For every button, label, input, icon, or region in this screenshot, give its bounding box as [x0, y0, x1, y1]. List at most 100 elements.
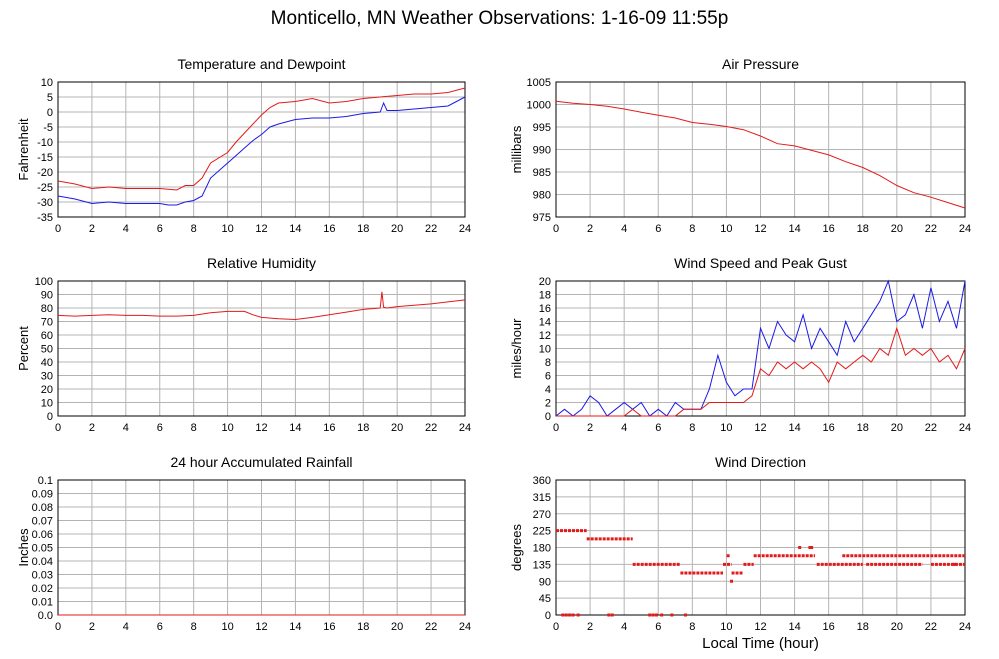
- x-tick-label: 14: [788, 422, 800, 434]
- y-tick-label: 1005: [527, 77, 551, 89]
- x-tick-label: 18: [357, 621, 369, 633]
- y-tick-label: 0.05: [32, 543, 53, 555]
- x-tick-label: 6: [157, 422, 163, 434]
- x-tick-label: 22: [425, 422, 437, 434]
- y-axis-label: miles/hour: [509, 318, 524, 379]
- y-tick-label: 80: [41, 303, 53, 315]
- x-tick-label: 8: [689, 422, 695, 434]
- y-tick-label: 0.1: [38, 475, 53, 487]
- x-tick-label: 22: [925, 422, 937, 434]
- y-tick-label: 10: [41, 398, 53, 410]
- x-tick-label: 10: [720, 621, 732, 633]
- y-tick-label: -30: [37, 197, 53, 209]
- y-tick-label: 0: [545, 411, 551, 423]
- y-tick-label: 10: [41, 77, 53, 89]
- y-tick-label: 90: [539, 576, 551, 588]
- x-tick-label: 18: [357, 422, 369, 434]
- direction-point: [576, 613, 580, 617]
- y-tick-label: 45: [539, 593, 551, 605]
- x-tick-label: 12: [255, 422, 267, 434]
- x-tick-label: 6: [655, 621, 661, 633]
- x-tick-label: 16: [823, 621, 835, 633]
- x-tick-label: 12: [754, 422, 766, 434]
- x-tick-label: 0: [553, 422, 559, 434]
- direction-point: [561, 613, 565, 617]
- direction-point: [798, 546, 802, 549]
- temperature-dewpoint-chart: 0 2 4 6 8 10 12 14 16 18 20 22 24-35-30-25-20-15-10-…: [16, 56, 471, 235]
- x-tick-label: 8: [689, 621, 695, 633]
- x-tick-label: 24: [459, 223, 471, 235]
- x-tick-label: 22: [425, 621, 437, 633]
- direction-point: [568, 613, 572, 617]
- y-axis-label: Percent: [16, 326, 31, 371]
- x-tick-label: 18: [857, 223, 869, 235]
- y-axis-label: millibars: [509, 125, 524, 173]
- x-tick-label: 0: [55, 621, 61, 633]
- y-tick-label: 18: [539, 290, 551, 302]
- x-tick-label: 0: [553, 223, 559, 235]
- x-tick-label: 20: [891, 422, 903, 434]
- y-tick-label: 270: [533, 509, 551, 521]
- x-tick-label: 6: [157, 621, 163, 633]
- rainfall-chart: 0 2 4 6 8 10 12 14 16 18 20 22 240.00.010.020.030.04…: [16, 454, 471, 633]
- direction-point: [571, 613, 575, 617]
- plot-frame: [555, 479, 966, 616]
- series-line-blue: [57, 96, 466, 206]
- y-tick-label: 0.01: [32, 597, 53, 609]
- y-tick-label: 2: [545, 398, 551, 410]
- y-tick-label: 990: [533, 145, 551, 157]
- x-tick-label: 12: [754, 621, 766, 633]
- chart-title: Temperature and Dewpoint: [177, 56, 345, 72]
- page-title: Monticello, MN Weather Observations: 1-1…: [270, 8, 729, 29]
- chart-title: 24 hour Accumulated Rainfall: [170, 454, 352, 470]
- y-tick-label: 90: [41, 290, 53, 302]
- direction-point: [808, 546, 812, 549]
- x-tick-label: 10: [221, 621, 233, 633]
- y-tick-label: 975: [533, 212, 551, 224]
- y-tick-label: -35: [37, 212, 53, 224]
- y-tick-label: 0: [47, 411, 53, 423]
- y-tick-label: 60: [41, 330, 53, 342]
- x-tick-label: 20: [391, 223, 403, 235]
- y-tick-label: 8: [545, 357, 551, 369]
- x-tick-label: 16: [323, 422, 335, 434]
- series-line-red: [555, 100, 966, 209]
- y-tick-label: -15: [37, 152, 53, 164]
- x-tick-label: 6: [157, 223, 163, 235]
- x-tick-label: 24: [459, 422, 471, 434]
- y-tick-label: 315: [533, 492, 551, 504]
- y-tick-label: 135: [533, 559, 551, 571]
- y-tick-label: 0: [47, 107, 53, 119]
- y-tick-label: -25: [37, 182, 53, 194]
- y-tick-label: 0: [545, 610, 551, 622]
- x-tick-label: 24: [959, 621, 971, 633]
- y-tick-label: 225: [533, 526, 551, 538]
- direction-point: [810, 546, 814, 549]
- relative-humidity-chart: 0 2 4 6 8 10 12 14 16 18 20 22 240102030405060708090…: [16, 255, 471, 434]
- x-tick-label: 12: [754, 223, 766, 235]
- y-tick-label: 0.04: [32, 556, 53, 568]
- y-tick-label: 0.06: [32, 529, 53, 541]
- y-tick-label: 995: [533, 122, 551, 134]
- x-tick-label: 14: [788, 223, 800, 235]
- wind-speed-chart: 0 2 4 6 8 10 12 14 16 18 20 22 2402468101214161820Wi…: [509, 255, 971, 434]
- y-tick-label: 1000: [527, 100, 551, 112]
- x-tick-label: 12: [255, 621, 267, 633]
- x-tick-label: 2: [587, 422, 593, 434]
- y-tick-label: 0.07: [32, 516, 53, 528]
- series-line-red: [57, 291, 466, 321]
- x-tick-label: 8: [191, 621, 197, 633]
- x-tick-label: 24: [959, 422, 971, 434]
- y-axis-label: Fahrenheit: [16, 118, 31, 181]
- y-tick-label: 14: [539, 317, 551, 329]
- y-tick-label: 0.08: [32, 502, 53, 514]
- x-tick-label: 8: [191, 223, 197, 235]
- air-pressure-chart: 0 2 4 6 8 10 12 14 16 18 20 22 249759809859909951000…: [509, 56, 971, 235]
- x-tick-label: 22: [425, 223, 437, 235]
- direction-point: [660, 613, 664, 617]
- x-tick-label: 2: [587, 621, 593, 633]
- y-tick-label: 180: [533, 543, 551, 555]
- x-tick-label: 4: [621, 422, 627, 434]
- y-tick-label: 6: [545, 371, 551, 383]
- x-tick-label: 8: [191, 422, 197, 434]
